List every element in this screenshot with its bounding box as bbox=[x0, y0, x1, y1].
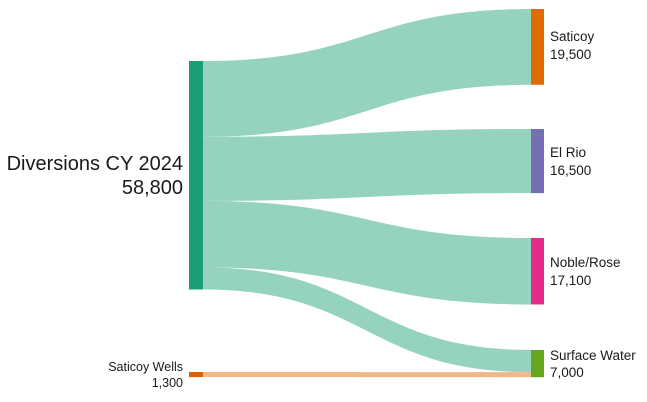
node-wells bbox=[189, 372, 203, 378]
source-label-diversions: Diversions CY 2024 bbox=[7, 153, 183, 175]
target-label-saticoy: Saticoy bbox=[550, 29, 595, 44]
sankey-nodes bbox=[189, 9, 544, 378]
target-value-saticoy: 19,500 bbox=[550, 47, 591, 62]
link-diversions-to-elrio bbox=[203, 129, 531, 201]
link-diversions-to-surface bbox=[203, 267, 531, 373]
link-wells-to-surface bbox=[203, 372, 531, 378]
target-value-noble-rose: 17,100 bbox=[550, 273, 591, 288]
target-label-noble-rose: Noble/Rose bbox=[550, 255, 621, 270]
node-diversions bbox=[189, 61, 203, 290]
node-surface bbox=[531, 350, 544, 378]
target-label-el-rio: El Rio bbox=[550, 145, 586, 160]
link-diversions-to-saticoy bbox=[203, 9, 531, 137]
node-elrio bbox=[531, 129, 544, 194]
link-diversions-to-noble bbox=[203, 200, 531, 305]
source-value-saticoy-wells: 1,300 bbox=[152, 376, 183, 390]
sankey-links bbox=[203, 9, 531, 378]
target-value-surface-water: 7,000 bbox=[550, 365, 584, 380]
node-saticoy bbox=[531, 9, 544, 85]
source-value-diversions: 58,800 bbox=[122, 177, 183, 199]
target-label-surface-water: Surface Water bbox=[550, 348, 636, 363]
target-value-el-rio: 16,500 bbox=[550, 163, 591, 178]
source-label-saticoy-wells: Saticoy Wells bbox=[108, 360, 183, 374]
node-noble bbox=[531, 238, 544, 305]
